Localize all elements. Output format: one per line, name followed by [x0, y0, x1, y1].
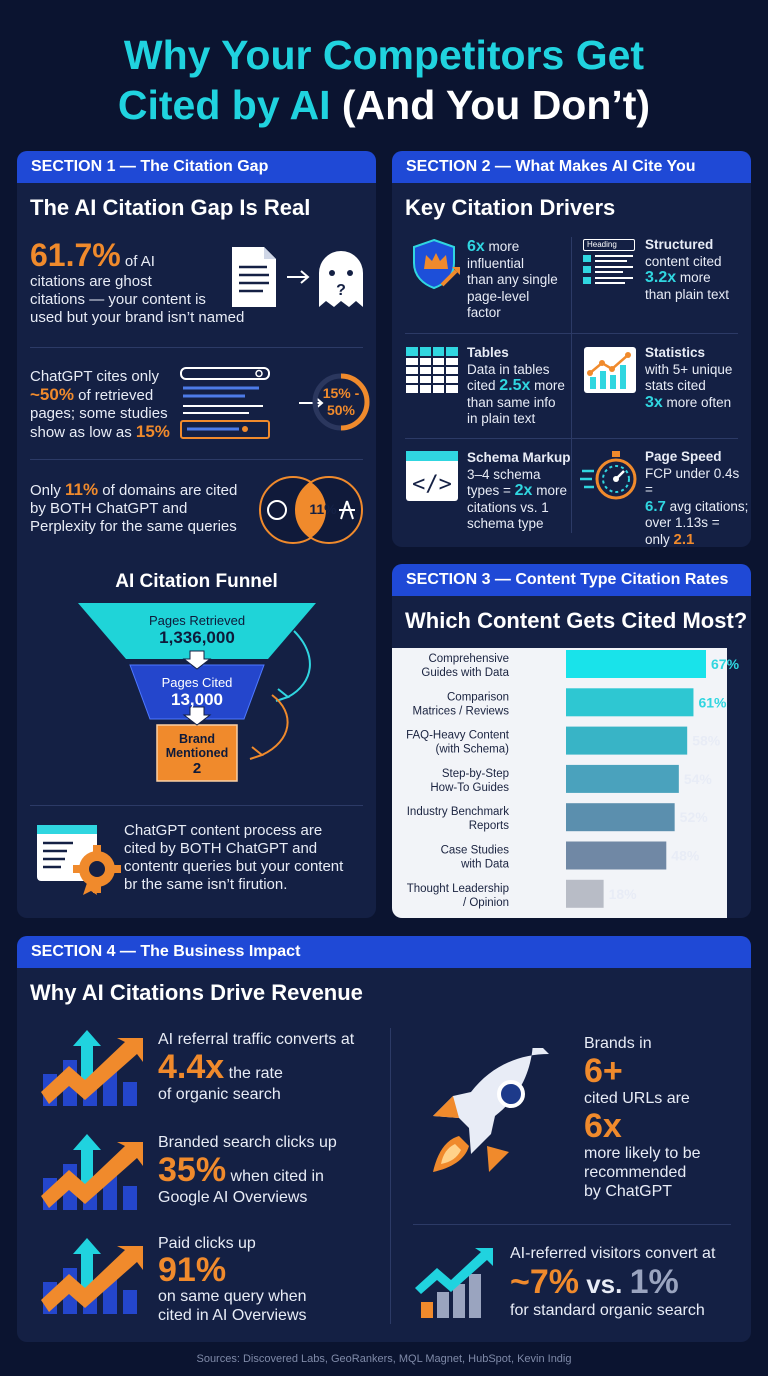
- funnel-level-1: Pages Retrieved 1,336,000: [148, 613, 246, 647]
- growth-arrow-icon-3: [41, 1238, 143, 1314]
- search-results-icon: [180, 367, 270, 439]
- impact-conversion: AI-referred visitors convert at ~7% vs. …: [510, 1245, 716, 1319]
- bar-6: [566, 841, 667, 870]
- chatgpt-cites-stat: ChatGPT cites only ~50% of retrieved pag…: [30, 368, 170, 441]
- category-label-4: Step-by-Step: [442, 768, 509, 780]
- driver-tables: Tables Data in tables cited 2.5x more th…: [467, 345, 565, 426]
- category-label-1: Guides with Data: [421, 667, 509, 679]
- growth-arrow-icon-2: [41, 1134, 143, 1210]
- driver-page-speed: Page Speed FCP under 0.4s = 6.7 avg cita…: [645, 449, 749, 547]
- document-to-ghost-icon: ?: [232, 247, 363, 307]
- shield-crown-icon: [413, 238, 460, 290]
- section-3-header: SECTION 3 — Content Type Citation Rates: [392, 564, 751, 596]
- page-title: Why Your Competitors Get Cited by AI (An…: [0, 30, 768, 130]
- category-label-3: FAQ-Heavy Content: [406, 730, 510, 742]
- value-label-1: 67%: [711, 656, 740, 672]
- section-2-card: SECTION 2 — What Makes AI Cite You Key C…: [392, 151, 751, 547]
- impact-referral: AI referral traffic converts at 4.4x the…: [158, 1031, 355, 1103]
- category-label-5: Industry Benchmark: [407, 806, 510, 818]
- category-label-2: Comparison: [447, 691, 509, 703]
- value-label-7: 18%: [609, 886, 638, 902]
- value-label-5: 52%: [680, 809, 709, 825]
- section-1-card: SECTION 1 — The Citation Gap The AI Cita…: [17, 151, 376, 918]
- venn-label: 11%: [309, 501, 337, 517]
- heading-document-icon: Heading: [583, 239, 637, 287]
- value-label-4: 54%: [684, 771, 713, 787]
- section-3-card: SECTION 3 — Content Type Citation Rates …: [392, 564, 751, 918]
- content-process-gear-icon: [37, 825, 121, 895]
- driver-schema: Schema Markup 3–4 schema types = 2x more…: [467, 450, 571, 531]
- category-label-6: with Data: [460, 859, 510, 871]
- citation-funnel: [78, 603, 316, 782]
- svg-text:?: ?: [336, 282, 346, 299]
- rocket-icon: [433, 1048, 549, 1172]
- stopwatch-icon: [580, 451, 637, 500]
- stat-61-7: 61.7%: [30, 237, 121, 273]
- section-2-header: SECTION 2 — What Makes AI Cite You: [392, 151, 751, 183]
- category-label-7: / Opinion: [463, 897, 509, 909]
- section-1-header: SECTION 1 — The Citation Gap: [17, 151, 376, 183]
- impact-brand-urls: Brands in 6+ cited URLs are 6x more like…: [584, 1035, 701, 1200]
- bar-chart-svg: Comprehensive Guides with Data 67% Comparis…: [392, 648, 740, 918]
- growth-arrow-icon-1: [41, 1030, 143, 1106]
- driver-structured: Structured content cited 3.2x more than …: [645, 237, 730, 302]
- impact-branded-search: Branded search clicks up 35% when cited …: [158, 1134, 337, 1206]
- overlap-domains-stat: Only 11% of domains are cited by BOTH Ch…: [30, 480, 238, 536]
- bar-3: [566, 726, 688, 755]
- bar-2: [566, 688, 694, 717]
- bar-1: [566, 650, 706, 678]
- category-label-4: How-To Guides: [430, 782, 509, 794]
- svg-text:</>: </>: [412, 472, 452, 497]
- title-line-2b: (And You Don’t): [330, 82, 651, 128]
- table-icon: [406, 347, 458, 393]
- section-4-header: SECTION 4 — The Business Impact: [17, 936, 751, 968]
- section-4-heading: Why AI Citations Drive Revenue: [30, 980, 363, 1005]
- ring-label: 15% - 50%: [322, 385, 360, 418]
- value-label-3: 58%: [692, 733, 721, 749]
- impact-paid-clicks: Paid clicks up 91% on same query when ci…: [158, 1235, 307, 1324]
- bar-7: [566, 879, 604, 908]
- venn-diagram-icon: [259, 476, 363, 544]
- category-label-2: Matrices / Reviews: [413, 705, 510, 717]
- funnel-level-3: Brand Mentioned 2: [165, 732, 229, 777]
- category-label-7: Thought Leadership: [407, 883, 509, 895]
- section-1-heading: The AI Citation Gap Is Real: [30, 195, 311, 220]
- title-line-1: Why Your Competitors Get: [123, 32, 645, 78]
- title-line-2a: Cited by AI: [117, 82, 331, 128]
- value-label-2: 61%: [698, 694, 727, 710]
- category-label-3: (with Schema): [436, 744, 510, 756]
- content-process-note: ChatGPT content process are cited by BOT…: [124, 822, 344, 893]
- percentage-ring: [312, 373, 370, 431]
- statistics-chart-icon: [584, 347, 636, 393]
- driver-influence: 6x more influential than any single page…: [467, 238, 558, 320]
- section-3-heading: Which Content Gets Cited Most?: [405, 608, 748, 633]
- section-2-heading: Key Citation Drivers: [405, 195, 616, 220]
- driver-statistics: Statistics with 5+ unique stats cited 3x…: [645, 345, 733, 411]
- value-label-6: 48%: [671, 848, 700, 864]
- code-window-icon: </>: [406, 451, 458, 501]
- conversion-chart-icon: [415, 1248, 493, 1318]
- funnel-level-2: Pages Cited 13,000: [161, 675, 233, 709]
- category-label-5: Reports: [469, 820, 510, 832]
- section-4-card: SECTION 4 — The Business Impact Why AI C…: [17, 936, 751, 1342]
- bar-5: [566, 803, 675, 832]
- category-label-1: Comprehensive: [428, 653, 509, 665]
- funnel-title: AI Citation Funnel: [115, 571, 278, 592]
- bar-4: [566, 764, 679, 793]
- content-type-chart: Comprehensive Guides with Data 67% Comparis…: [392, 648, 751, 918]
- category-label-6: Case Studies: [441, 845, 510, 857]
- ghost-citation-stat: 61.7% of AI citations are ghost citation…: [30, 237, 245, 326]
- sources-footer: Sources: Discovered Labs, GeoRankers, MQ…: [196, 1353, 572, 1365]
